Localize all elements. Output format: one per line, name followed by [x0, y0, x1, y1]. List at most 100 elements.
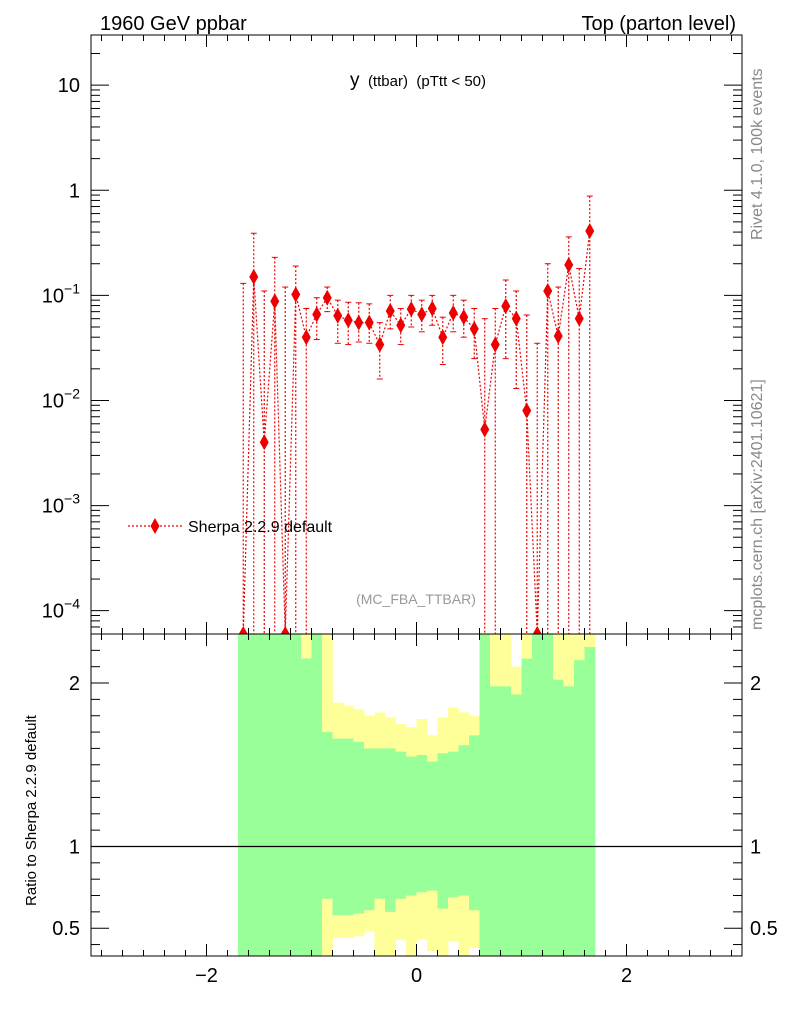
mc-point: [511, 310, 521, 327]
main-axis-ticks: [91, 34, 742, 635]
ratio-inner-band-bin: [532, 634, 543, 956]
ratio-inner-band-bin: [301, 658, 312, 956]
rivet-version-label: Rivet 4.1.0, 100k events: [749, 68, 766, 240]
mc-point: [385, 302, 395, 319]
ratio-y-tick-label: 0.5: [52, 918, 80, 940]
ratio-uncertainty-bands: [238, 634, 596, 956]
ratio-inner-band-bin: [427, 761, 438, 891]
ratio-inner-band-bin: [322, 732, 333, 899]
mc-series: [238, 195, 595, 634]
mc-point: [312, 306, 322, 323]
mc-point: [333, 307, 343, 324]
mc-point: [354, 314, 364, 331]
mc-point: [490, 336, 500, 353]
tick-label-base: 10: [42, 601, 64, 623]
mc-point: [480, 421, 490, 438]
main-y-tick-label: 10: [58, 75, 80, 97]
tick-label-base: 10: [42, 285, 64, 307]
mc-point: [585, 222, 595, 239]
mc-point: [522, 402, 532, 419]
ratio-y-tick-labels: 0.5 0.5 1 1 2 2: [52, 673, 778, 940]
mc-point: [322, 289, 332, 306]
ratio-inner-band-bin: [259, 634, 270, 956]
mc-point: [438, 329, 448, 346]
x-tick-label: 2: [621, 965, 632, 987]
ratio-inner-band-bin: [238, 634, 249, 956]
mc-point: [396, 317, 406, 334]
mc-point: [469, 320, 479, 337]
x-tick-label: 0: [411, 965, 422, 987]
ratio-y-tick-label: 1: [69, 836, 80, 858]
ratio-inner-band-bin: [469, 735, 480, 911]
mcplots-reference-label: mcplots.cern.ch [arXiv:2401.10621]: [749, 379, 766, 630]
ratio-inner-band-bin: [542, 634, 554, 956]
mc-point: [364, 314, 374, 331]
ratio-inner-band-bin: [364, 748, 375, 911]
ratio-inner-band-bin: [280, 634, 291, 956]
ratio-inner-band-bin: [353, 741, 365, 914]
header-process-label: Top (parton level): [581, 13, 736, 35]
mc-point: [375, 336, 385, 353]
ratio-axis-ticks: [91, 634, 742, 956]
mc-point: [291, 286, 301, 303]
mc-point: [543, 283, 553, 300]
ratio-inner-band-bin: [406, 756, 417, 896]
mc-point: [427, 300, 437, 317]
ratio-inner-band-bin: [479, 634, 491, 956]
mc-point: [564, 256, 574, 273]
analysis-watermark: (MC_FBA_TTBAR): [356, 591, 476, 607]
ratio-inner-band-bin: [374, 748, 386, 899]
ratio-inner-band-bin: [311, 634, 323, 956]
main-plot-frame: [90, 34, 743, 635]
mc-point: [448, 304, 458, 321]
mc-point: [459, 309, 469, 326]
ratio-inner-band-bin: [290, 634, 302, 956]
header-energy-label: 1960 GeV ppbar: [100, 13, 247, 35]
mc-series-group: [238, 195, 595, 634]
tick-label-exponent: −2: [64, 385, 80, 401]
ratio-plot-panel: 0.5 0.5 1 1 2 2 −2 0 2 Ratio to Sherpa 2.2.9 de…: [23, 633, 778, 987]
plot-title-variable: y: [350, 70, 360, 91]
ratio-inner-band-bin: [385, 748, 396, 912]
legend-label: Sherpa 2.2.9 default: [188, 519, 333, 536]
plot-title-cut: (pTtt < 50): [416, 73, 486, 90]
ratio-inner-band-bin: [521, 658, 533, 956]
ratio-y-tick-label: 2: [69, 673, 80, 695]
mc-point: [301, 329, 311, 346]
mc-point: [574, 310, 584, 327]
mc-point: [343, 312, 353, 329]
ratio-inner-band-bin: [395, 751, 407, 899]
mc-point: [259, 434, 269, 451]
ratio-plot-frame: [90, 633, 743, 957]
ratio-inner-band-bin: [511, 694, 522, 956]
tick-label-exponent: −1: [64, 280, 80, 296]
mc-point: [501, 298, 511, 315]
ratio-inner-band-bin: [553, 679, 564, 956]
ratio-inner-band-bin: [416, 754, 428, 893]
tick-label-base: 10: [42, 496, 64, 518]
mc-point: [553, 328, 563, 345]
ratio-inner-band-bin: [343, 738, 354, 916]
legend: Sherpa 2.2.9 default: [128, 518, 333, 536]
ratio-y-tick-label-right: 1: [750, 836, 761, 858]
mc-series-line: [242, 230, 591, 634]
ratio-inner-band-bin: [458, 745, 470, 896]
x-tick-label: −2: [195, 965, 218, 987]
ratio-inner-band-bin: [248, 634, 260, 956]
ratio-inner-band-bin: [574, 660, 585, 956]
ratio-inner-band-bin: [490, 686, 501, 956]
mc-point: [238, 626, 248, 634]
x-tick-labels: −2 0 2: [195, 965, 632, 987]
ratio-inner-band-bin: [563, 686, 575, 956]
tick-label-exponent: −3: [64, 491, 80, 507]
main-y-tick-label: 10−2: [42, 385, 80, 412]
mc-point: [406, 301, 416, 318]
mc-point: [532, 626, 542, 634]
ratio-inner-band-bin: [269, 634, 281, 956]
main-y-tick-label: 1: [69, 180, 80, 202]
main-y-tick-label: 10−1: [42, 280, 80, 307]
tick-label-base: 10: [42, 390, 64, 412]
plot-title-subscript: (ttbar): [368, 73, 408, 90]
